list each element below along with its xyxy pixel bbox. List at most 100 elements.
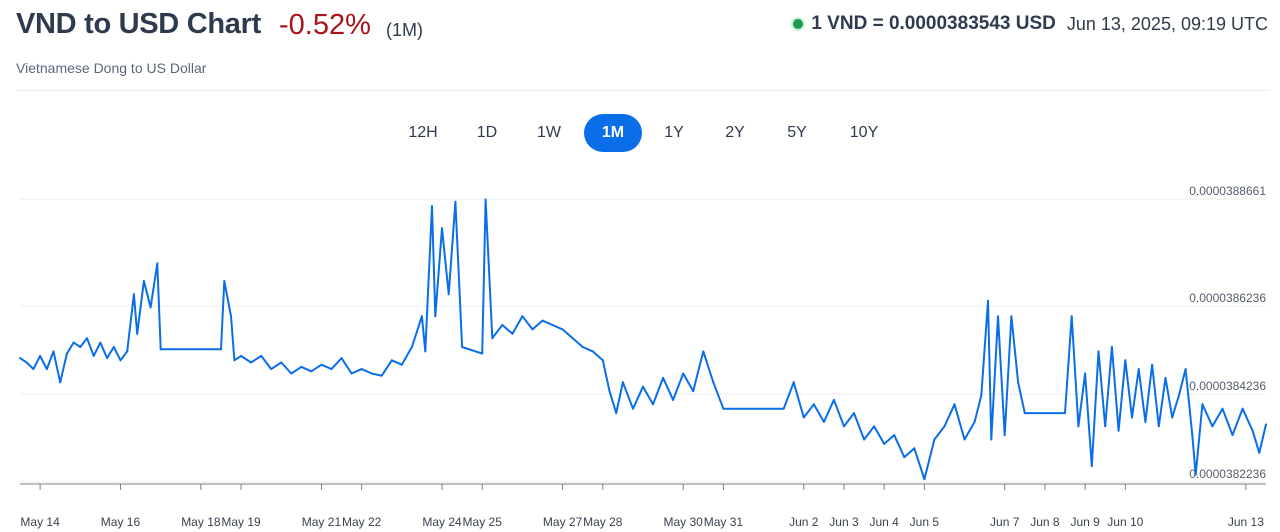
tab-5y[interactable]: 5Y: [787, 124, 807, 141]
data-point: [1023, 412, 1026, 415]
data-point: [601, 359, 604, 362]
data-point: [933, 438, 936, 441]
x-tick-label: May 27: [543, 515, 583, 529]
data-point: [863, 438, 866, 441]
data-point: [340, 357, 343, 360]
data-point: [431, 205, 433, 208]
data-point: [672, 398, 675, 401]
data-point: [1097, 350, 1100, 353]
data-point: [1017, 381, 1020, 384]
x-tick-label: Jun 5: [910, 515, 940, 529]
data-point: [156, 262, 159, 265]
data-point: [1258, 451, 1261, 454]
data-point: [608, 390, 611, 393]
data-point: [1211, 425, 1214, 428]
data-point: [802, 416, 805, 419]
x-tick-label: May 31: [704, 515, 744, 529]
data-point: [1157, 425, 1160, 428]
tab-2y[interactable]: 2Y: [725, 124, 745, 141]
data-point: [454, 200, 457, 203]
data-point: [997, 315, 999, 318]
data-point: [1144, 420, 1147, 423]
data-point: [722, 407, 725, 410]
data-point: [290, 372, 293, 375]
data-point: [280, 361, 283, 364]
x-tick-label: Jun 3: [829, 515, 859, 529]
x-tick-label: Jun 10: [1107, 515, 1143, 529]
data-point: [953, 403, 956, 406]
x-tick-label: May 18: [181, 515, 221, 529]
page-title: VND to USD Chart: [16, 8, 261, 40]
data-point: [330, 368, 333, 371]
data-point: [1117, 429, 1120, 432]
tab-1m[interactable]: 1M: [584, 114, 642, 152]
live-quote: 1 VND = 0.0000383543 USD Jun 13, 2025, 0…: [793, 12, 1268, 36]
percent-change: -0.52%: [279, 9, 371, 41]
tab-1w[interactable]: 1W: [537, 124, 561, 141]
data-point: [39, 354, 42, 357]
data-point: [32, 368, 35, 371]
data-point: [106, 357, 109, 360]
data-point: [300, 365, 303, 368]
data-point: [400, 363, 403, 366]
data-point: [561, 328, 564, 331]
tab-10y[interactable]: 10Y: [849, 124, 879, 141]
data-point: [132, 293, 135, 296]
data-point: [380, 374, 383, 377]
data-point: [1070, 315, 1073, 318]
x-tick-label: Jun 9: [1070, 515, 1100, 529]
data-point: [59, 381, 62, 384]
data-point: [434, 315, 437, 318]
data-point: [913, 447, 916, 450]
data-point: [642, 385, 644, 388]
rate-chart[interactable]: 0.0000388661 0.0000386236 0.0000384236 0.00…: [0, 180, 1280, 532]
data-point: [112, 346, 115, 348]
data-point: [712, 381, 715, 384]
data-point: [360, 368, 363, 371]
data-point: [149, 306, 152, 309]
data-point: [159, 348, 162, 351]
data-point: [52, 350, 55, 353]
tab-12h[interactable]: 12H: [408, 124, 438, 141]
data-point: [591, 350, 594, 353]
data-point: [410, 346, 413, 348]
x-tick-label: Jun 7: [990, 515, 1020, 529]
live-status-icon: [793, 19, 804, 29]
tab-1y[interactable]: 1Y: [664, 124, 684, 141]
data-point: [481, 352, 484, 355]
data-point: [1171, 416, 1174, 419]
data-point: [963, 438, 966, 441]
x-tick-label: May 16: [101, 515, 141, 529]
data-point: [92, 354, 95, 357]
x-tick-label: May 19: [221, 515, 261, 529]
y-tick-label: 0.0000382236: [1189, 467, 1266, 481]
page-subtitle: Vietnamese Dong to US Dollar: [16, 60, 207, 76]
data-point: [1265, 423, 1267, 426]
data-point: [1003, 434, 1006, 437]
data-point: [990, 438, 993, 441]
x-tick-label: Jun 4: [869, 515, 899, 529]
x-tick-label: May 30: [664, 515, 704, 529]
data-point: [240, 354, 243, 357]
data-point: [230, 315, 232, 318]
x-tick-label: May 28: [583, 515, 623, 529]
data-point: [632, 407, 634, 410]
data-point: [1010, 315, 1013, 318]
data-point: [853, 412, 855, 415]
data-point: [320, 363, 323, 366]
data-point: [973, 420, 976, 423]
data-point: [390, 359, 393, 362]
data-point: [822, 420, 825, 423]
data-point: [1084, 372, 1087, 375]
data-point: [1241, 407, 1244, 410]
data-point: [702, 350, 705, 353]
data-point: [72, 341, 75, 344]
data-point: [551, 324, 554, 326]
data-point: [662, 376, 665, 379]
data-point: [260, 354, 263, 357]
data-point: [792, 381, 795, 384]
x-tick-label: Jun 8: [1030, 515, 1060, 529]
data-point: [883, 442, 886, 445]
data-point: [843, 425, 845, 428]
tab-1d[interactable]: 1D: [476, 124, 498, 141]
